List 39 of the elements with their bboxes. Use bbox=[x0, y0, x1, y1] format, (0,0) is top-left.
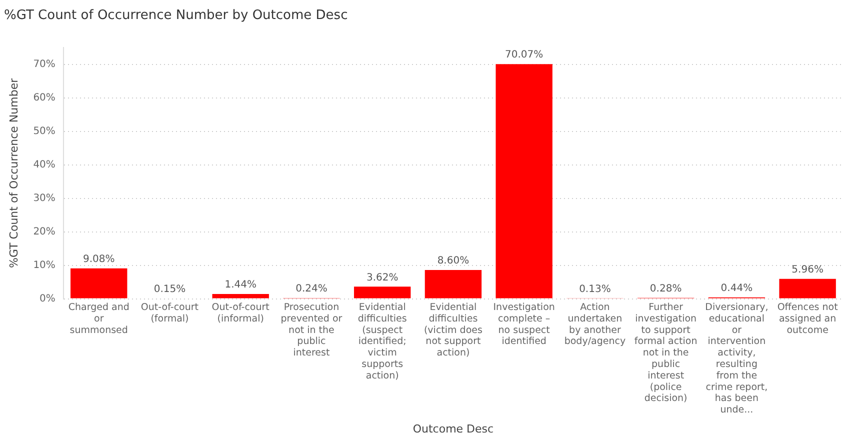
x-tick-label: Prosecution prevented or not in the public interest bbox=[280, 302, 342, 359]
y-tick-label: 20% bbox=[33, 226, 56, 238]
category-label: Further investigation to support formal action not in the public interest (police decision) bbox=[634, 302, 698, 404]
y-tick-label: 40% bbox=[33, 159, 56, 170]
bar bbox=[496, 64, 552, 298]
y-tick-label: 70% bbox=[33, 58, 56, 70]
data-label: 0.44% bbox=[720, 282, 753, 294]
data-label: 0.28% bbox=[650, 283, 682, 294]
x-tick-label: Charged and or summonsed bbox=[68, 302, 130, 336]
x-axis-title: Outcome Desc bbox=[412, 422, 494, 436]
bar bbox=[779, 278, 836, 298]
data-label: 1.44% bbox=[224, 280, 256, 291]
category-label: Diversionary, educational or intervention activity, resulting from the crime report, has been unde... bbox=[705, 302, 768, 416]
x-tick-label: Evidential difficulties (victim does not support action) bbox=[424, 302, 482, 359]
data-label: 0.24% bbox=[296, 284, 328, 295]
y-tick-label: 50% bbox=[33, 126, 56, 137]
data-label: 3.62% bbox=[366, 272, 398, 284]
x-tick-label: Offences not assigned an outcome bbox=[777, 302, 838, 336]
chart-title: %GT Count of Occurrence Number by Outcome Desc bbox=[4, 8, 348, 24]
bar bbox=[424, 270, 482, 298]
data-label: 8.60% bbox=[437, 256, 470, 267]
data-label: 5.96% bbox=[792, 264, 824, 276]
y-tick-label: 60% bbox=[33, 92, 56, 104]
data-label: 0.13% bbox=[579, 284, 611, 295]
y-axis-title: %GT Count of Occurrence Number bbox=[7, 78, 20, 268]
bar bbox=[354, 286, 411, 298]
y-tick-label: 10% bbox=[33, 260, 56, 271]
x-tick-label: Investigation complete – no suspect identified bbox=[493, 302, 555, 348]
data-label: 0.15% bbox=[154, 284, 186, 295]
y-tick-label: 30% bbox=[33, 192, 56, 204]
x-tick-label: Out-of-court (formal) bbox=[140, 302, 199, 324]
x-tick-label: Evidential difficulties (suspect identified; victim supports action) bbox=[358, 302, 407, 382]
bar bbox=[212, 294, 269, 298]
bar bbox=[70, 268, 128, 298]
x-tick-label: Out-of-court (informal) bbox=[212, 302, 270, 324]
data-label: 9.08% bbox=[82, 254, 115, 265]
data-label: 70.07% bbox=[505, 50, 544, 61]
y-tick-label: 0% bbox=[40, 293, 56, 304]
x-tick-label: Action undertaken by another body/agency bbox=[564, 302, 626, 348]
